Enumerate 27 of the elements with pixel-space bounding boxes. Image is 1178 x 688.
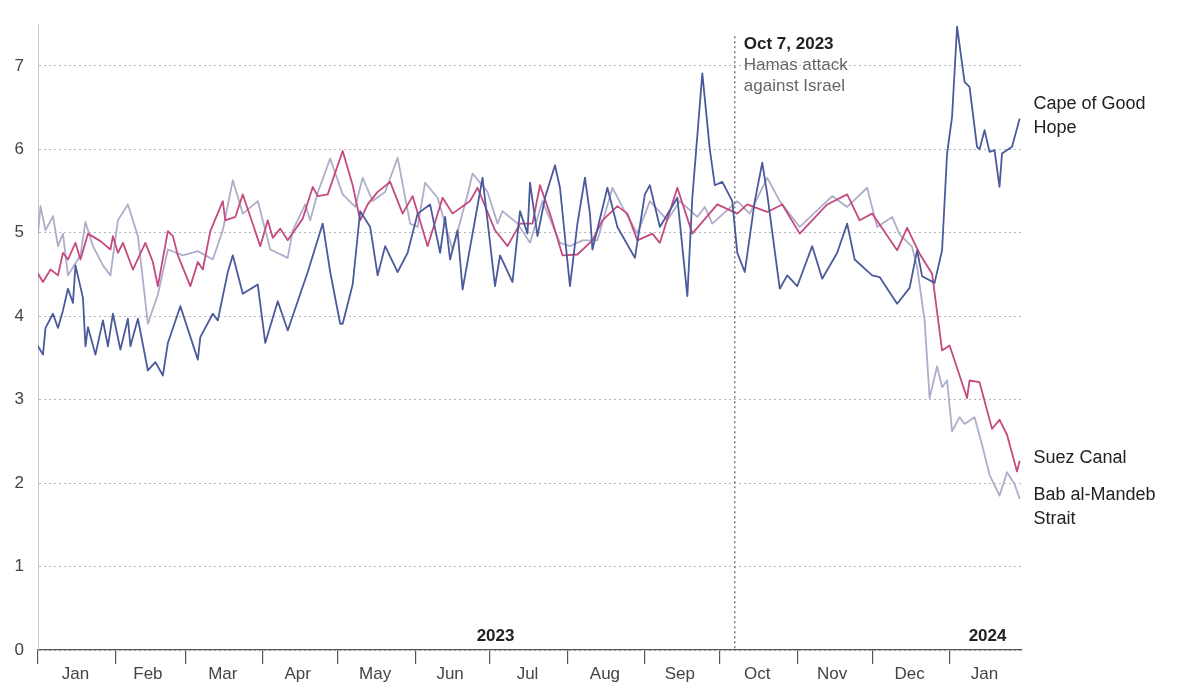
x-tick-label: May xyxy=(359,663,392,683)
y-tick-label: 4 xyxy=(14,305,24,325)
series-label: Bab al-Mandeb Strait xyxy=(1033,484,1156,529)
y-tick-label: 7 xyxy=(14,55,24,75)
x-tick-label: Sep xyxy=(664,663,695,683)
x-tick-label: Nov xyxy=(817,663,848,683)
x-tick-label: Mar xyxy=(208,663,238,683)
x-tick-label: Jul xyxy=(516,663,539,683)
series-label: Suez Canal xyxy=(1033,447,1127,468)
x-tick-label: Jan xyxy=(970,663,999,683)
y-tick-label: 3 xyxy=(14,389,24,409)
y-tick-label: 0 xyxy=(14,639,24,659)
x-tick-label: Apr xyxy=(284,663,312,683)
y-tick-label: 1 xyxy=(14,556,24,576)
x-tick-label: Jun xyxy=(436,663,464,683)
x-tick-label: Jan xyxy=(61,663,90,683)
y-tick-label: 5 xyxy=(14,222,24,242)
x-tick-label: Feb xyxy=(133,663,163,683)
series-label: Cape of Good Hope xyxy=(1033,93,1146,138)
x-tick-label: Oct xyxy=(744,663,771,683)
annotation: 2023 xyxy=(476,626,515,646)
y-tick-label: 6 xyxy=(14,139,24,159)
x-tick-label: Dec xyxy=(894,663,926,683)
x-tick-label: Aug xyxy=(589,663,621,683)
annotation: 2024 xyxy=(968,626,1008,646)
y-tick-label: 2 xyxy=(14,472,24,492)
ref-line-label: Oct 7, 2023 Hamas attack against Israel xyxy=(743,34,849,96)
